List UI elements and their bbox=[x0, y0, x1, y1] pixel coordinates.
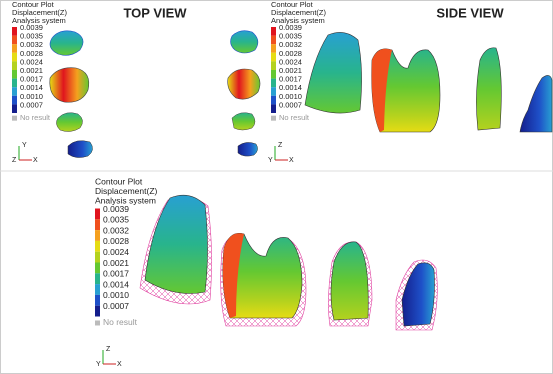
legend-level: 0.0021 bbox=[103, 258, 129, 268]
legend-swatch bbox=[12, 87, 17, 96]
legend-swatch bbox=[95, 263, 100, 274]
legend-swatch bbox=[95, 230, 100, 241]
legend-swatch bbox=[95, 209, 100, 220]
axis-label: Z bbox=[106, 346, 111, 353]
no-result: No result bbox=[103, 317, 138, 327]
legend-swatch bbox=[95, 219, 100, 230]
legend-swatch bbox=[271, 27, 276, 36]
axis-label: Y bbox=[96, 361, 101, 368]
side-view-model bbox=[305, 32, 552, 132]
legend-swatch bbox=[12, 96, 17, 105]
axis-label: Z bbox=[12, 157, 17, 164]
view-title: TOP VIEW bbox=[123, 5, 187, 20]
legend-swatch bbox=[12, 70, 17, 79]
legend-level: 0.0007 bbox=[20, 100, 43, 109]
legend-swatch bbox=[12, 44, 17, 53]
legend-swatch bbox=[12, 104, 17, 113]
axis-label: X bbox=[289, 157, 294, 164]
legend-swatch bbox=[271, 53, 276, 62]
legend-swatch bbox=[12, 36, 17, 45]
axis-label: Y bbox=[22, 142, 27, 149]
no-result: No result bbox=[279, 113, 310, 122]
legend-level: 0.0010 bbox=[103, 290, 129, 300]
view-title: SIDE VIEW bbox=[436, 5, 504, 20]
legend-level: 0.0028 bbox=[103, 236, 129, 246]
legend-swatch bbox=[271, 44, 276, 53]
legend-level: 0.0024 bbox=[103, 247, 129, 257]
legend-level: 0.0035 bbox=[103, 215, 129, 225]
legend-level: 0.0017 bbox=[103, 269, 129, 279]
legend-swatch bbox=[95, 273, 100, 284]
bottom-model bbox=[140, 195, 437, 330]
axis-label: Y bbox=[268, 157, 273, 164]
legend-swatch bbox=[95, 241, 100, 252]
no-result: No result bbox=[20, 113, 51, 122]
axis-label: X bbox=[117, 361, 122, 368]
legend-swatch bbox=[271, 61, 276, 70]
axis-label: X bbox=[33, 157, 38, 164]
no-result-swatch bbox=[95, 320, 100, 325]
legend-swatch bbox=[12, 53, 17, 62]
legend-header: Contour Plot bbox=[95, 176, 143, 186]
legend-swatch bbox=[271, 36, 276, 45]
legend-swatch bbox=[271, 96, 276, 105]
top-view-model bbox=[50, 31, 93, 158]
legend-level: 0.0039 bbox=[103, 204, 129, 214]
axis-label: Z bbox=[278, 142, 283, 149]
legend-swatch bbox=[271, 70, 276, 79]
legend-level: 0.0007 bbox=[103, 301, 129, 311]
legend-swatch bbox=[12, 27, 17, 36]
legend-header: Displacement(Z) bbox=[95, 186, 158, 196]
no-result-swatch bbox=[271, 116, 276, 121]
legend-swatch bbox=[95, 252, 100, 263]
no-result-swatch bbox=[12, 116, 17, 121]
side-view-blobs bbox=[228, 31, 260, 156]
legend-swatch bbox=[271, 79, 276, 88]
legend-swatch bbox=[12, 79, 17, 88]
figure: TOP VIEWContour PlotDisplacement(Z)Analy… bbox=[0, 0, 553, 374]
legend-level: 0.0014 bbox=[103, 279, 129, 289]
legend-swatch bbox=[271, 87, 276, 96]
legend-level: 0.0032 bbox=[103, 225, 129, 235]
legend-swatch bbox=[95, 295, 100, 306]
legend-swatch bbox=[12, 61, 17, 70]
legend-level: 0.0007 bbox=[279, 100, 302, 109]
legend-swatch bbox=[271, 104, 276, 113]
legend-swatch bbox=[95, 306, 100, 317]
legend-swatch bbox=[95, 284, 100, 295]
